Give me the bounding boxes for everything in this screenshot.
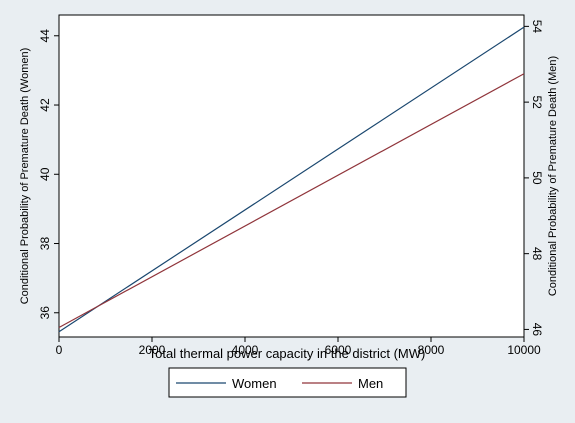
legend: Women Men [168, 367, 407, 398]
y-left-tick-label: 42 [38, 98, 52, 112]
y-right-tick-label: 52 [530, 95, 544, 109]
x-tick-label: 6000 [325, 343, 352, 357]
plot-area [58, 14, 525, 338]
x-tick-label: 2000 [139, 343, 166, 357]
y-right-axis-ticks: 46 48 50 52 54 [524, 20, 544, 337]
series-line-women [58, 26, 525, 333]
x-tick-label: 4000 [232, 343, 259, 357]
x-tick-label: 0 [56, 343, 63, 357]
y-right-tick-label: 48 [530, 247, 544, 261]
y-left-tick-label: 44 [38, 29, 52, 43]
y-right-tick-label: 54 [530, 20, 544, 34]
series-line-men [58, 73, 525, 329]
x-axis-ticks: 0 2000 4000 6000 8000 10000 [56, 337, 541, 357]
x-tick-label: 10000 [507, 343, 541, 357]
y-left-tick-label: 36 [38, 306, 52, 320]
y-left-tick-label: 40 [38, 167, 52, 181]
y-right-axis-label: Conditional Probability of Premature Dea… [547, 56, 559, 296]
y-right-tick-label: 46 [530, 323, 544, 337]
y-right-tick-label: 50 [530, 171, 544, 185]
y-left-tick-label: 38 [38, 237, 52, 251]
legend-label-women: Women [232, 376, 277, 391]
legend-label-men: Men [358, 376, 383, 391]
series-lines [58, 26, 525, 333]
y-left-axis-ticks: 36 38 40 42 44 [38, 29, 59, 320]
x-axis-label: Total thermal power capacity in the dist… [149, 346, 426, 361]
y-left-axis-label: Conditional Probability of Premature Dea… [19, 48, 31, 305]
x-tick-label: 8000 [418, 343, 445, 357]
